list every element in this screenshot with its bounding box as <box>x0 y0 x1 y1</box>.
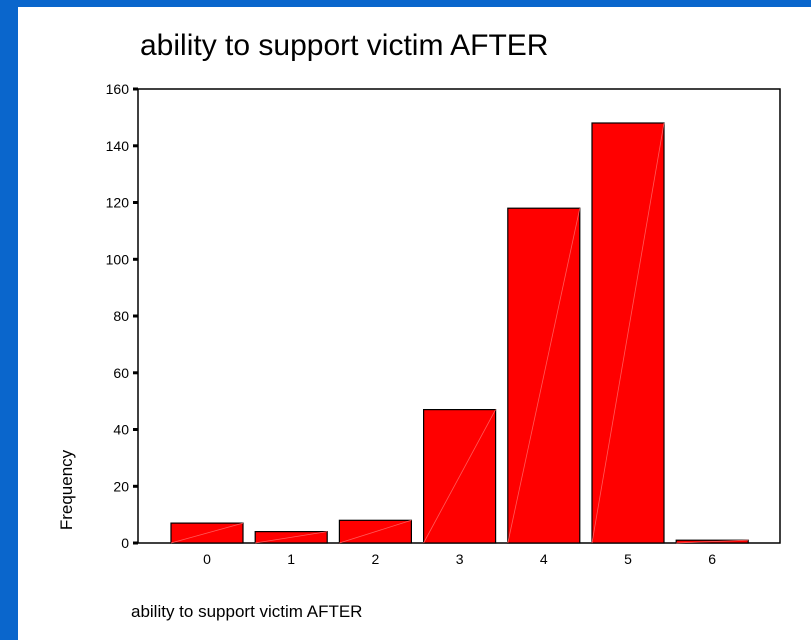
y-tick-label-80: 80 <box>113 308 129 324</box>
x-tick-label-1: 1 <box>287 551 295 567</box>
bar-shade-3 <box>423 409 496 544</box>
x-axis-label: ability to support victim AFTER <box>131 602 363 621</box>
x-tick-label-0: 0 <box>203 551 211 567</box>
bar-shade-6 <box>676 539 749 544</box>
bar-shade-4 <box>507 208 581 544</box>
y-tick-label-20: 20 <box>113 478 129 494</box>
x-axis-ticks: 0 1 2 3 4 5 6 <box>203 551 716 567</box>
bar-shade-2 <box>339 519 412 544</box>
y-tick-label-160: 160 <box>106 81 130 97</box>
bars-group <box>170 122 749 544</box>
y-tick-label-100: 100 <box>106 251 130 267</box>
y-tick-label-120: 120 <box>106 195 130 211</box>
x-tick-label-5: 5 <box>624 551 632 567</box>
y-axis-ticks: 0 20 40 60 80 100 120 140 160 <box>106 81 138 551</box>
chart-title: ability to support victim AFTER <box>140 29 549 62</box>
y-axis-label: Frequency <box>57 449 76 531</box>
bar-shade-5 <box>591 122 665 544</box>
slide-canvas <box>18 7 811 640</box>
y-tick-label-140: 140 <box>106 138 130 154</box>
y-tick-label-0: 0 <box>121 535 129 551</box>
x-tick-label-4: 4 <box>540 551 548 567</box>
bar-shade-0 <box>170 522 244 544</box>
x-tick-label-2: 2 <box>372 551 380 567</box>
x-tick-label-6: 6 <box>708 551 716 567</box>
y-tick-label-40: 40 <box>113 422 129 438</box>
y-tick-label-60: 60 <box>113 365 129 381</box>
bar-shade-1 <box>255 531 328 544</box>
x-tick-label-3: 3 <box>456 551 464 567</box>
